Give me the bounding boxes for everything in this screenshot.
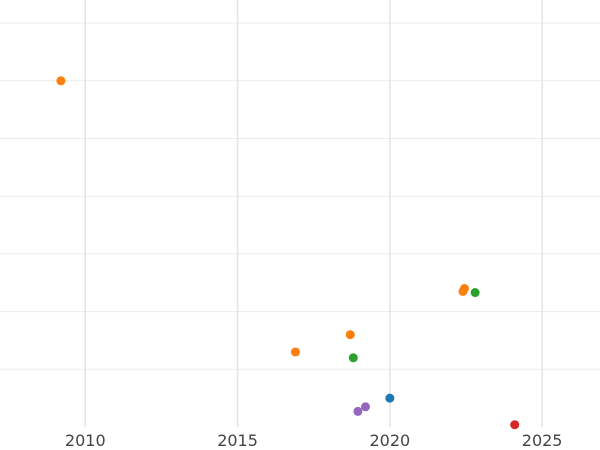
data-point (360, 402, 370, 412)
x-tick-label: 2010 (65, 431, 106, 450)
data-point (470, 288, 480, 298)
x-tick-label: 2020 (369, 431, 410, 450)
data-points (56, 76, 520, 430)
data-point (290, 347, 300, 357)
data-point (348, 353, 358, 363)
gridlines (0, 0, 600, 427)
x-tick-label: 2015 (217, 431, 258, 450)
x-tick-label: 2025 (522, 431, 563, 450)
data-point (345, 330, 355, 340)
data-point (459, 284, 469, 294)
data-point (353, 406, 363, 416)
data-point (56, 76, 66, 86)
data-point (510, 420, 520, 430)
data-point (385, 393, 395, 403)
x-axis-tick-labels: 2010 2015 2020 2025 (65, 431, 563, 450)
